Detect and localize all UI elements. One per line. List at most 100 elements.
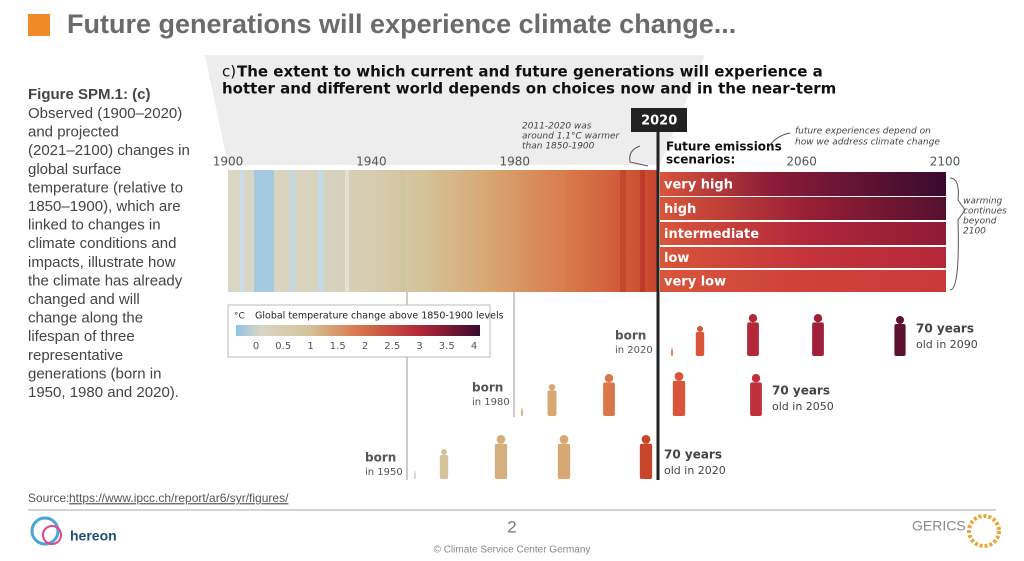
page-number: 2 (507, 517, 516, 536)
person-head (697, 326, 703, 332)
born-label: born (365, 451, 396, 465)
footer: © Climate Service Center Germany (434, 545, 591, 556)
legend-tick-label: 0.5 (275, 341, 291, 352)
scenario-label: very high (664, 178, 733, 193)
figure-title-line: hotter and different world depends on ch… (222, 80, 836, 98)
person-body (639, 443, 653, 479)
age-label: 70 years (664, 448, 722, 462)
person-head (414, 471, 416, 473)
person-head (671, 348, 673, 350)
caption-line: Observed (1900–2020) (28, 105, 182, 122)
person-body (670, 349, 674, 356)
person-body (747, 322, 759, 356)
legend-tick-label: 3 (416, 341, 422, 352)
panel-label: c) (222, 63, 236, 81)
person-body (750, 382, 762, 416)
person-body (520, 409, 524, 416)
stripe-accents (240, 170, 645, 292)
person-head (641, 435, 651, 444)
scenario-bar (660, 197, 946, 220)
person-head (674, 372, 684, 381)
legend-colorbar (236, 325, 480, 336)
born-year: in 1980 (472, 397, 510, 408)
figure-title-line: The extent to which current and future g… (237, 63, 823, 81)
beyond-note: warming (963, 197, 1003, 207)
scenario-label: very low (664, 275, 726, 290)
now-note: than 1850-1900 (522, 142, 595, 152)
scenario-bar (660, 222, 946, 245)
scenario-bar (660, 172, 946, 196)
beyond-note: 2100 (963, 227, 986, 237)
future-note: how we address climate change (795, 138, 940, 148)
year-tick-label: 2100 (930, 155, 961, 169)
person-body (812, 322, 824, 356)
born-year: in 2020 (615, 345, 653, 356)
person-body (695, 332, 705, 356)
person-head (521, 408, 523, 410)
legend-tick-label: 2.5 (384, 341, 400, 352)
warming-stripes (228, 170, 658, 292)
caption-line: and projected (28, 124, 119, 141)
old-year: old in 2090 (916, 338, 978, 351)
caption-line: 1850–1900), which are (28, 198, 181, 215)
legend-tick-label: 4 (471, 341, 477, 352)
person-head (441, 449, 447, 455)
caption-line: lifespan of three (28, 328, 135, 345)
caption-line: changed and will (28, 291, 140, 308)
legend-labels: °C Global temperature change above 1850-1… (234, 311, 504, 353)
age-label: 70 years (772, 384, 830, 398)
future-note: future experiences depend on (795, 127, 931, 137)
people (413, 314, 906, 479)
scenario-label: low (664, 251, 689, 266)
bracket (949, 177, 966, 291)
person-head (748, 314, 758, 323)
generation-labels: born in 2020 70 years old in 2090 born in 198… (365, 322, 978, 479)
person-body (547, 390, 557, 416)
old-year: old in 2050 (772, 400, 834, 413)
person-head (604, 374, 614, 383)
caption: Observed (1900–2020) and projected(2021–2… (28, 105, 190, 401)
legend-title: Global temperature change above 1850-190… (255, 311, 504, 322)
logo-right-text: GERICS (912, 518, 966, 534)
year-tick-label: 1940 (356, 155, 387, 169)
caption-line: 1950, 1980 and 2020). (28, 384, 179, 401)
born-label: born (472, 381, 503, 395)
source-link[interactable]: https://www.ipcc.ch/report/ar6/syr/figur… (69, 491, 289, 505)
caption-line: the climate has already (28, 272, 183, 289)
caption-line: generations (born in (28, 365, 161, 382)
logo-left: hereon (30, 516, 117, 546)
figure-title: The extent to which current and future g… (222, 63, 836, 98)
scenario-bars: very high high intermediate low very low (660, 172, 946, 292)
title-bullet (28, 14, 50, 36)
person-body (494, 443, 508, 479)
year-tick-label: 1900 (213, 155, 244, 169)
person-head (496, 435, 506, 444)
person-head (559, 435, 569, 444)
person-body (894, 324, 906, 356)
now-year: 2020 (641, 114, 677, 129)
caption-line: climate conditions and (28, 235, 176, 252)
old-year: old in 2020 (664, 464, 726, 477)
source-label: Source: (28, 491, 69, 505)
now-box (631, 108, 687, 132)
year-tick-label: 1980 (500, 155, 531, 169)
logo-right: GERICS (912, 514, 1001, 548)
person-body (603, 382, 615, 416)
caption-line: global surface (28, 161, 121, 178)
note-arrow (767, 132, 791, 149)
scenario-bar (660, 270, 946, 292)
person-body (672, 380, 686, 416)
caption-line: impacts, illustrate how (28, 254, 176, 271)
person-head (548, 384, 556, 391)
person-body (413, 472, 417, 479)
legend-tick-label: 0 (253, 341, 259, 352)
beyond-note: continues (963, 207, 1007, 217)
legend-unit: °C (234, 312, 245, 322)
caption-line: (2021–2100) changes in (28, 142, 190, 159)
scenario-label: intermediate (664, 227, 759, 242)
person-head (751, 374, 761, 383)
caption-line: linked to changes in (28, 217, 161, 234)
year-tick-label: 2060 (786, 155, 817, 169)
beyond-note: beyond (963, 217, 997, 227)
